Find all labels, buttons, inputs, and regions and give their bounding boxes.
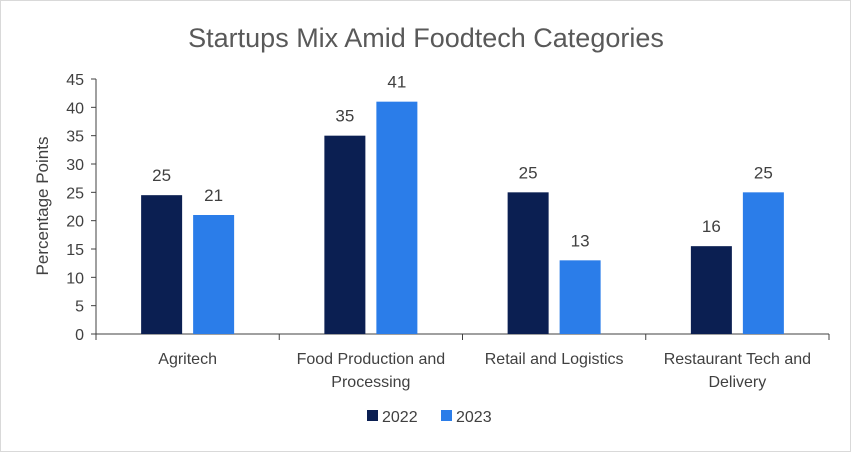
bar-2023-3: [742, 192, 784, 334]
y-tick-label: 25: [66, 185, 84, 202]
bar-2022-0: [141, 195, 183, 334]
x-category-label: Food Production and Processing: [297, 351, 446, 391]
x-category-label-line: Restaurant Tech and: [664, 351, 811, 368]
x-category-label-line: Agritech: [158, 351, 217, 368]
data-label: 16: [702, 217, 721, 236]
legend-swatch-2022: [367, 410, 378, 421]
bar-2023-0: [193, 215, 235, 334]
y-tick-label: 15: [66, 242, 84, 259]
legend: 2022 2023: [367, 409, 492, 426]
legend-swatch-2023: [441, 410, 452, 421]
bar-2022-2: [507, 192, 549, 334]
data-label: 25: [754, 163, 773, 182]
data-label: 35: [335, 107, 354, 126]
y-tick-label: 0: [75, 327, 84, 344]
data-label: 13: [571, 231, 590, 250]
data-label: 25: [152, 166, 171, 185]
y-tick-label: 40: [66, 100, 84, 117]
data-label: 25: [519, 163, 538, 182]
legend-label: 2023: [456, 409, 492, 426]
y-tick-label: 45: [66, 72, 84, 89]
legend-label: 2022: [382, 409, 418, 426]
x-category-label-line: Delivery: [708, 374, 766, 391]
chart-title: Startups Mix Amid Foodtech Categories: [188, 23, 664, 53]
y-tick-label: 10: [66, 270, 84, 287]
y-tick-label: 20: [66, 214, 84, 231]
x-category-label-line: Retail and Logistics: [485, 351, 624, 368]
bar-2022-3: [690, 246, 732, 334]
y-tick-label: 35: [66, 129, 84, 146]
x-category-label: Restaurant Tech and Delivery: [664, 351, 811, 391]
y-tick-label: 30: [66, 157, 84, 174]
bar-2022-1: [324, 135, 366, 334]
y-axis-label: Percentage Points: [33, 137, 52, 276]
plot-area: 0 5 10 15 20 25 30 35 40 45 25 21 Agritech 35 41 Food P…: [66, 72, 830, 391]
x-category-label: Retail and Logistics: [485, 351, 624, 368]
x-category-label: Agritech: [158, 351, 217, 368]
data-label: 21: [204, 186, 223, 205]
bar-2023-2: [559, 260, 601, 334]
x-category-label-line: Processing: [331, 374, 410, 391]
x-category-label-line: Food Production and: [297, 351, 446, 368]
data-label: 41: [387, 73, 406, 92]
y-tick-label: 5: [75, 299, 84, 316]
bar-2023-1: [376, 101, 418, 335]
